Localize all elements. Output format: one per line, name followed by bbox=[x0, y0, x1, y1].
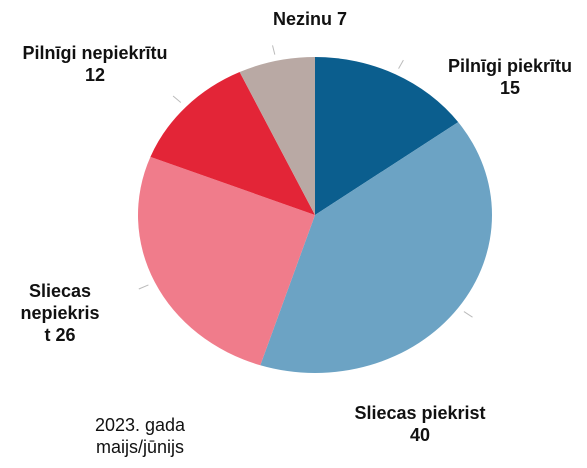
pie-slice bbox=[150, 72, 315, 215]
value-label: 7 bbox=[337, 9, 348, 29]
leader-line bbox=[172, 95, 182, 103]
leader-line bbox=[398, 59, 404, 69]
slice-label: Sliecas nepiekrist 26 bbox=[18, 280, 102, 346]
leader-line bbox=[138, 284, 149, 290]
leader-line bbox=[463, 311, 473, 318]
category-name: Sliecas nepiekrist bbox=[20, 281, 100, 345]
pie-slice bbox=[315, 57, 459, 215]
slice-label: Sliecas piekrist 40 bbox=[350, 402, 490, 446]
subtitle: 2023. gada maijs/jūnijs bbox=[94, 415, 186, 457]
value-label: 26 bbox=[55, 325, 76, 345]
pie-slice bbox=[137, 156, 315, 366]
category-name: Pilnīgi piekrītu bbox=[447, 56, 572, 76]
category-name: Sliecas piekrist bbox=[354, 403, 486, 423]
pie-slice bbox=[239, 57, 315, 215]
slice-label: Pilnīgi nepiekrītu 12 bbox=[20, 42, 170, 86]
slice-label: Pilnīgi piekrītu 15 bbox=[445, 55, 575, 99]
category-name: Pilnīgi nepiekrītu bbox=[22, 43, 168, 63]
value-label: 40 bbox=[409, 425, 431, 445]
leader-line bbox=[272, 45, 276, 55]
category-name: Nezinu bbox=[272, 9, 332, 29]
slice-label: Nezinu 7 bbox=[230, 8, 390, 30]
value-label: 15 bbox=[499, 78, 521, 98]
pie-slice bbox=[260, 122, 493, 374]
value-label: 12 bbox=[84, 65, 106, 85]
